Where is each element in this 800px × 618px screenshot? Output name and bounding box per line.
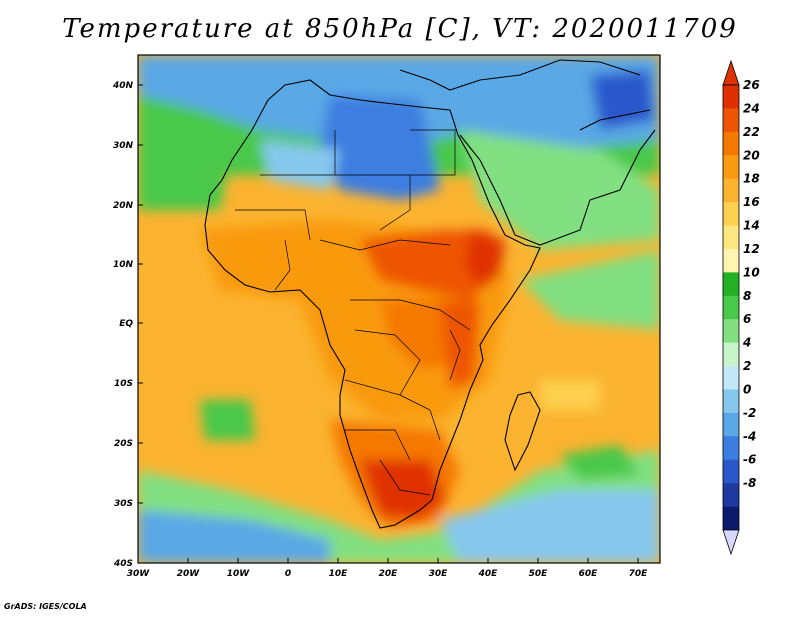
lon-label: 20E bbox=[379, 569, 399, 579]
arabian-sea-green bbox=[520, 250, 660, 330]
atlantic-green bbox=[138, 150, 230, 210]
colorbar-swatch bbox=[723, 131, 739, 156]
colorbar-swatch bbox=[723, 225, 739, 250]
south-indian-cool bbox=[440, 490, 660, 563]
lon-label: 70E bbox=[629, 569, 649, 579]
lon-label: 30W bbox=[127, 569, 151, 579]
sahara-cold bbox=[260, 140, 340, 190]
colorbar-label: 6 bbox=[743, 312, 751, 326]
colorbar-swatch bbox=[723, 202, 739, 226]
colorbar-label: -2 bbox=[743, 406, 756, 420]
colorbar-swatch bbox=[723, 342, 739, 367]
colorbar-swatch bbox=[723, 436, 739, 461]
south-africa-hot bbox=[360, 460, 445, 520]
colorbar-label: -8 bbox=[743, 476, 756, 490]
libya-egypt-cold bbox=[320, 95, 440, 200]
east-africa-hot bbox=[440, 300, 480, 390]
colorbar-swatch bbox=[723, 85, 739, 109]
axis-ticks bbox=[138, 84, 639, 563]
gulf-coast bbox=[579, 109, 651, 131]
colorbar-swatch bbox=[723, 459, 739, 484]
lat-label: 10N bbox=[113, 260, 134, 270]
colorbar-label: 12 bbox=[743, 242, 760, 256]
chart-title: Temperature at 850hPa [C], VT: 202001170… bbox=[62, 14, 738, 44]
colorbar-label: 2 bbox=[743, 359, 751, 373]
lat-label: 40S bbox=[113, 559, 133, 569]
colorbar-swatch bbox=[723, 155, 739, 179]
colorbar-swatch bbox=[723, 389, 739, 414]
colorbar-swatch bbox=[723, 412, 739, 437]
colorbar-swatch bbox=[723, 295, 739, 320]
lat-label: 20S bbox=[114, 439, 133, 449]
central-africa-hot bbox=[360, 230, 500, 300]
colorbar-label: 14 bbox=[743, 219, 760, 233]
colorbar-label: 22 bbox=[743, 125, 760, 139]
country-borders bbox=[235, 129, 471, 496]
lon-label: 10W bbox=[227, 569, 251, 579]
ethiopia-hot bbox=[465, 230, 505, 290]
indian-yellow-patch bbox=[540, 380, 600, 410]
indian-green-patch bbox=[560, 445, 640, 480]
lat-label: 10S bbox=[114, 379, 133, 389]
colorbar-label: 10 bbox=[743, 265, 760, 279]
longitude-labels: 30W 20W 10W 0 10E 20E 30E 40E 50E 60E 70… bbox=[127, 569, 648, 579]
colorbar-label: -4 bbox=[743, 429, 756, 443]
lat-label: 40N bbox=[112, 81, 134, 91]
colorbar-swatch bbox=[723, 366, 739, 390]
lon-label: 50E bbox=[529, 569, 549, 579]
colorbar-label: 16 bbox=[743, 195, 760, 209]
colorbar-swatch bbox=[723, 108, 739, 133]
lon-label: 10E bbox=[329, 569, 349, 579]
lon-label: 20W bbox=[177, 569, 201, 579]
south-atlantic-cool bbox=[138, 510, 330, 563]
colorbar-swatch bbox=[723, 272, 739, 297]
arabia-green bbox=[460, 130, 660, 250]
colorbar-swatch bbox=[723, 319, 739, 343]
colorbar-swatch bbox=[723, 248, 739, 273]
temperature-field bbox=[138, 55, 660, 563]
mediterranean-north bbox=[399, 59, 641, 91]
colorbar-label: 8 bbox=[743, 289, 751, 303]
lat-label: 30S bbox=[114, 499, 133, 509]
colorbar-label: -6 bbox=[743, 453, 756, 467]
map-frame bbox=[137, 54, 661, 564]
madagascar-coastline bbox=[504, 391, 541, 472]
colorbar-label: 20 bbox=[743, 148, 760, 162]
lon-label: 60E bbox=[579, 569, 599, 579]
lon-label: 30E bbox=[429, 569, 449, 579]
colorbar-label: 26 bbox=[743, 78, 760, 92]
colorbar-bottom-arrow bbox=[722, 529, 740, 556]
lon-label: 40E bbox=[478, 569, 499, 579]
colorbar-label: 18 bbox=[743, 172, 760, 186]
lat-label: 20N bbox=[113, 201, 134, 211]
atlantic-green-patch bbox=[200, 400, 255, 440]
colorbar-top-arrow bbox=[722, 59, 740, 86]
lon-label: 0 bbox=[285, 569, 291, 579]
coastlines bbox=[204, 59, 656, 529]
latitude-labels: 40N 30N 20N 10N EQ 10S 20S 30S 40S bbox=[112, 81, 134, 569]
lat-label: 30N bbox=[113, 141, 134, 151]
colorbar-swatch bbox=[723, 483, 739, 507]
lat-label: EQ bbox=[119, 319, 133, 329]
colorbar-label: 0 bbox=[743, 382, 751, 396]
iran-cold bbox=[590, 70, 655, 130]
arabia-coastline bbox=[459, 129, 656, 246]
africa-coastline bbox=[204, 79, 541, 529]
credit-label: GrADS: IGES/COLA bbox=[4, 602, 87, 611]
colorbar-swatch bbox=[723, 178, 739, 203]
colorbar-label: 4 bbox=[742, 336, 751, 350]
colorbar-swatch bbox=[723, 506, 739, 531]
colorbar-label: 24 bbox=[743, 101, 760, 115]
